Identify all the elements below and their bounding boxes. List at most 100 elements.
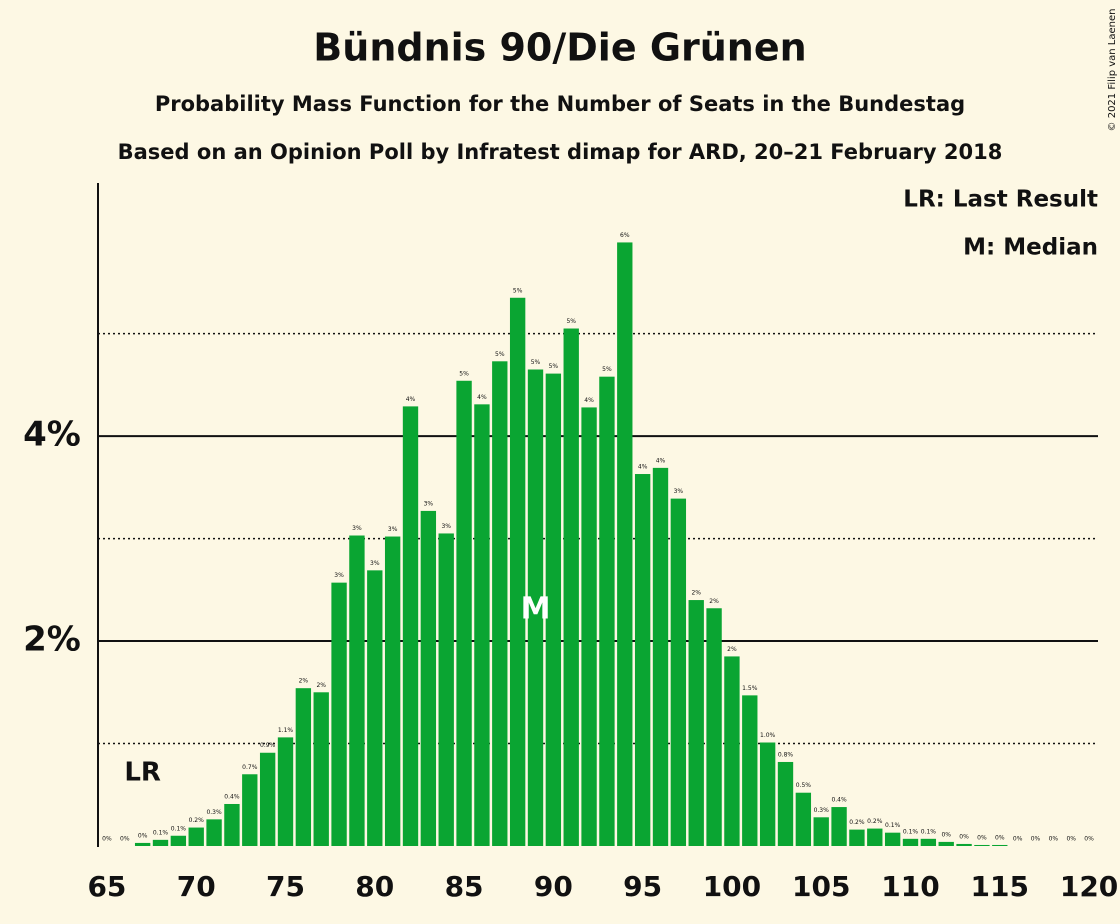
bar <box>759 742 776 846</box>
bar <box>224 803 240 846</box>
value-label: 0% <box>977 834 987 841</box>
bar <box>795 792 812 846</box>
value-label: 0% <box>995 834 1005 841</box>
value-label: 0.4% <box>224 793 240 800</box>
x-tick-label: 80 <box>355 870 394 903</box>
bar <box>295 688 312 846</box>
value-label: 0% <box>120 836 130 843</box>
bar <box>349 535 365 846</box>
bar <box>277 737 294 846</box>
value-label: 0% <box>1066 836 1076 843</box>
value-label: 0% <box>959 833 969 840</box>
bar <box>742 695 758 846</box>
value-label: 0% <box>138 832 148 839</box>
chart-subtitle: Based on an Opinion Poll by Infratest di… <box>118 140 1003 164</box>
value-label: 5% <box>459 370 469 377</box>
value-label: 2% <box>299 678 309 685</box>
bar <box>670 498 687 846</box>
value-label: 2% <box>709 598 719 605</box>
bar <box>384 536 401 846</box>
value-label: 0% <box>1049 836 1059 843</box>
x-tick-label: 65 <box>87 870 126 903</box>
legend-entry: M: Median <box>963 235 1098 261</box>
plot: 0% 0% 0% 0.1%0.1%0.2%0.3%0.4%0.7%0.9%1.1%2%… <box>102 232 1094 846</box>
value-label: 0% <box>1084 836 1094 843</box>
x-tick-label: 120 <box>1060 870 1118 903</box>
value-label: 2% <box>316 682 326 689</box>
value-label: 4% <box>477 394 487 401</box>
value-label: 0.1% <box>153 829 169 836</box>
bar <box>777 761 794 846</box>
y-tick-label: 4% <box>23 415 81 455</box>
bar <box>974 844 990 846</box>
bar <box>884 832 901 846</box>
chart-subtitle: Probability Mass Function for the Number… <box>155 92 965 116</box>
value-label: 4% <box>638 464 648 471</box>
bar <box>474 404 490 846</box>
value-label: 0.4% <box>831 797 847 804</box>
chart-title: Bündnis 90/Die Grünen <box>313 26 806 70</box>
bar <box>509 297 526 846</box>
x-tick-label: 115 <box>971 870 1029 903</box>
value-label: 3% <box>334 572 344 579</box>
legend-entry: LR: Last Result <box>903 187 1098 213</box>
value-label: 4% <box>406 396 416 403</box>
bar <box>331 582 347 846</box>
value-label: 1.1% <box>278 727 294 734</box>
x-tick-label: 100 <box>703 870 761 903</box>
value-label: 0.2% <box>867 818 883 825</box>
bar <box>688 600 704 846</box>
bar <box>724 656 740 846</box>
bar <box>242 774 258 846</box>
x-tick-label: 95 <box>623 870 662 903</box>
bar <box>938 841 954 846</box>
bar <box>527 369 544 846</box>
bar <box>706 608 722 846</box>
x-tick-label: 85 <box>445 870 484 903</box>
value-label: 5% <box>549 363 559 370</box>
y-tick-label: 2% <box>23 620 81 660</box>
bar <box>902 838 919 846</box>
bar <box>563 328 579 846</box>
bar <box>420 510 437 846</box>
bar <box>456 380 472 846</box>
bar <box>545 373 562 846</box>
value-label: 0.9% <box>260 742 276 749</box>
value-label: 1.0% <box>760 732 776 739</box>
value-label: 1.5% <box>742 685 758 692</box>
value-label: 3% <box>388 526 398 533</box>
bar <box>634 474 651 846</box>
value-label: 5% <box>602 366 612 373</box>
value-label: 3% <box>674 488 684 495</box>
value-label: 0.8% <box>778 751 794 758</box>
bar <box>152 839 169 846</box>
value-label: 4% <box>656 457 666 464</box>
x-tick-label: 105 <box>792 870 850 903</box>
value-label: 0.5% <box>796 782 812 789</box>
value-label: 5% <box>566 318 576 325</box>
value-label: 6% <box>620 232 630 239</box>
bar <box>492 361 508 846</box>
x-tick-label: 70 <box>177 870 216 903</box>
copyright: © 2021 Filip van Laenen <box>1107 9 1118 132</box>
value-label: 5% <box>531 359 541 366</box>
bar <box>956 843 972 846</box>
bar <box>367 570 383 846</box>
bar <box>831 807 847 846</box>
value-label: 0.1% <box>903 828 919 835</box>
last-result-marker: LR <box>124 758 161 788</box>
x-tick-label: 75 <box>266 870 305 903</box>
value-label: 3% <box>352 525 362 532</box>
bar <box>402 406 419 846</box>
x-tick-label: 90 <box>534 870 573 903</box>
value-label: 0% <box>102 836 112 843</box>
value-label: 3% <box>441 523 451 530</box>
value-label: 0.1% <box>885 822 901 829</box>
value-label: 2% <box>727 646 737 653</box>
value-label: 0.1% <box>921 828 937 835</box>
bar <box>581 407 597 846</box>
value-label: 0.1% <box>171 825 187 832</box>
bar <box>313 692 329 846</box>
value-label: 0.2% <box>189 817 205 824</box>
